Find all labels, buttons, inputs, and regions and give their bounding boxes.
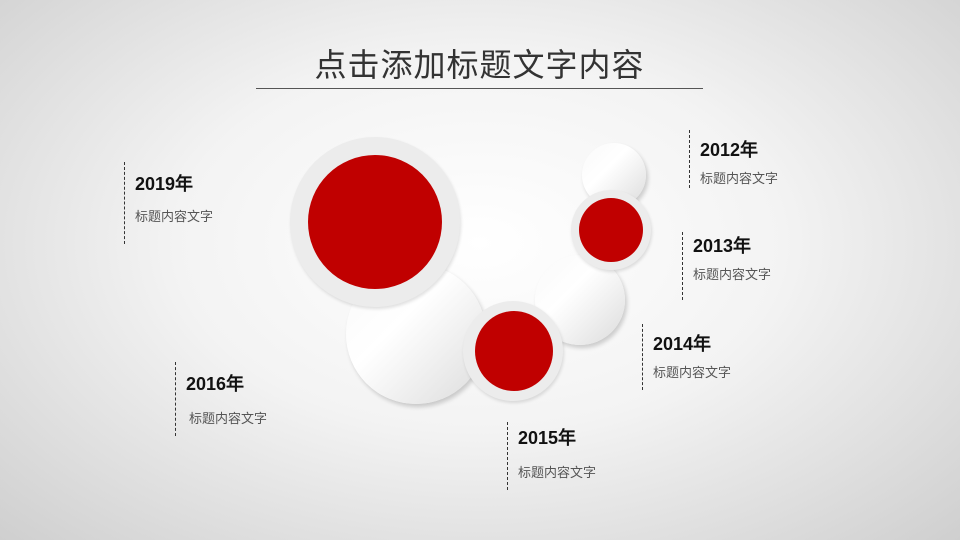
milestone-year: 2015年 xyxy=(518,428,577,448)
milestone-text: 标题内容文字 xyxy=(135,210,214,225)
milestone-text: 标题内容文字 xyxy=(653,366,732,381)
circle-2015 xyxy=(463,301,563,401)
milestone-text: 标题内容文字 xyxy=(693,268,772,283)
slide-title: 点击添加标题文字内容 xyxy=(314,46,645,84)
milestone-year: 2012年 xyxy=(700,140,759,160)
milestone-year: 2016年 xyxy=(186,374,245,394)
milestone-2019: 2019年 标题内容文字 xyxy=(124,162,213,244)
milestone-2013: 2013年 标题内容文字 xyxy=(682,232,771,300)
milestone-year: 2013年 xyxy=(693,236,752,256)
circle-2019-fill xyxy=(308,155,442,289)
milestone-year: 2019年 xyxy=(135,174,194,194)
milestone-year: 2014年 xyxy=(653,334,712,354)
circle-2013-fill xyxy=(579,198,643,262)
milestone-2014: 2014年 标题内容文字 xyxy=(642,324,731,390)
circle-2015-fill xyxy=(475,311,553,391)
milestone-2012: 2012年 标题内容文字 xyxy=(689,130,778,188)
circle-2013 xyxy=(571,190,651,270)
title-underline xyxy=(256,88,703,89)
milestone-text: 标题内容文字 xyxy=(518,466,597,481)
circle-2019 xyxy=(290,137,460,307)
milestone-text: 标题内容文字 xyxy=(700,172,779,187)
milestone-2016: 2016年 标题内容文字 xyxy=(175,362,267,436)
milestone-text: 标题内容文字 xyxy=(189,412,268,427)
milestone-2015: 2015年 标题内容文字 xyxy=(507,422,596,490)
